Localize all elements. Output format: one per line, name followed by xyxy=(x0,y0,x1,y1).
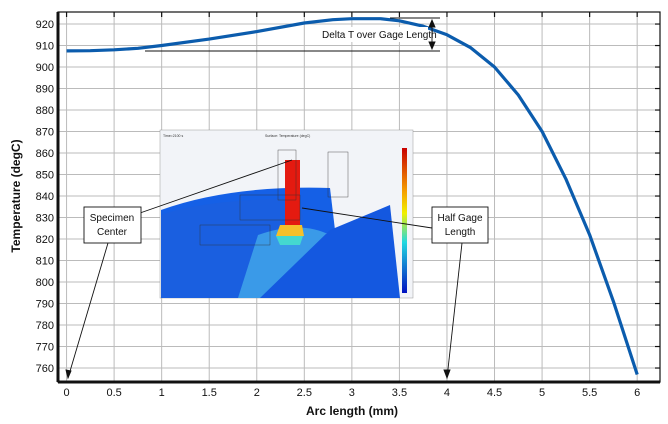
x-tick-label: 5 xyxy=(539,387,545,399)
x-tick-label: 6 xyxy=(634,387,640,399)
y-tick-label: 850 xyxy=(36,170,54,182)
y-tick-label: 770 xyxy=(36,342,54,354)
x-tick-label: 3.5 xyxy=(392,387,407,399)
grid xyxy=(58,12,660,382)
delta-t-annotation: Delta T over Gage Length xyxy=(322,30,437,41)
y-tick-label: 920 xyxy=(36,19,54,31)
x-tick-label: 4 xyxy=(444,387,450,399)
x-tick-label: 1.5 xyxy=(202,387,217,399)
series-line xyxy=(66,17,639,375)
x-tick-label: 2 xyxy=(254,387,260,399)
x-tick-label: 0 xyxy=(63,387,69,399)
x-tick-label: 2.5 xyxy=(297,387,312,399)
y-axis-label: Temperature (degC) xyxy=(9,139,23,252)
y-tick-label: 790 xyxy=(36,299,54,311)
inset-simulation-image: Time=2100 s Surface: Temperature (degC) xyxy=(159,129,414,299)
x-tick-label: 0.5 xyxy=(106,387,121,399)
inset-plot-title: Surface: Temperature (degC) xyxy=(265,134,310,138)
specimen-center-label-1: Specimen xyxy=(90,213,134,224)
x-tick-label: 1 xyxy=(159,387,165,399)
inset-time-label: Time=2100 s xyxy=(163,134,183,138)
y-tick-label: 840 xyxy=(36,191,54,203)
annotations xyxy=(65,17,489,380)
y-tick-label: 900 xyxy=(36,62,54,74)
y-tick-label: 910 xyxy=(36,41,54,53)
x-axis-label: Arc length (mm) xyxy=(306,404,398,418)
y-tick-label: 780 xyxy=(36,320,54,332)
y-tick-label: 810 xyxy=(36,256,54,268)
y-tick-label: 860 xyxy=(36,148,54,160)
x-tick-label: 3 xyxy=(349,387,355,399)
specimen-center-label-2: Center xyxy=(97,227,128,238)
x-tick-label: 5.5 xyxy=(582,387,597,399)
y-tick-label: 800 xyxy=(36,277,54,289)
colorbar xyxy=(402,148,407,293)
half-gage-label-1: Half Gage xyxy=(437,213,482,224)
y-tick-label: 880 xyxy=(36,105,54,117)
x-tick-label: 4.5 xyxy=(487,387,502,399)
half-gage-label-2: Length xyxy=(445,227,476,238)
y-tick-label: 830 xyxy=(36,213,54,225)
y-tick-label: 760 xyxy=(36,363,54,375)
y-tick-label: 870 xyxy=(36,127,54,139)
y-tick-label: 820 xyxy=(36,234,54,246)
y-tick-label: 890 xyxy=(36,84,54,96)
